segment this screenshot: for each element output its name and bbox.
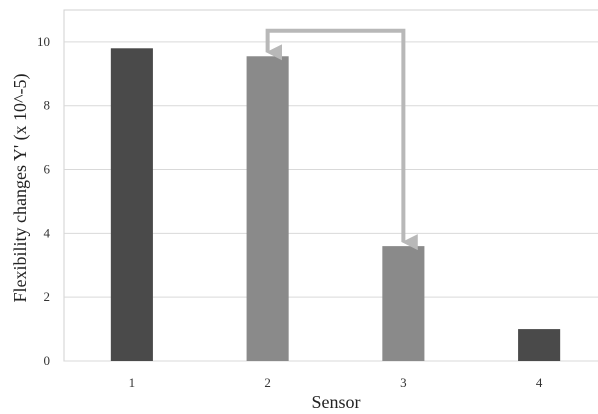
x-tick-label: 4 — [536, 375, 543, 390]
y-tick-label: 0 — [44, 353, 51, 368]
y-tick-label: 10 — [37, 34, 50, 49]
bracket-annotation — [265, 28, 418, 251]
bar — [246, 56, 289, 361]
y-tick-label: 4 — [44, 225, 51, 240]
bars — [110, 48, 561, 362]
y-tick-labels: 0 2 4 6 8 10 — [37, 34, 51, 368]
x-tick-labels: 1 2 3 4 — [129, 375, 543, 390]
y-tick-label: 6 — [44, 162, 51, 177]
bar — [382, 246, 425, 361]
x-tick-label: 3 — [400, 375, 407, 390]
bar — [518, 329, 561, 361]
x-tick-label: 2 — [264, 375, 271, 390]
x-tick-label: 1 — [129, 375, 136, 390]
bar — [110, 48, 153, 362]
y-tick-label: 8 — [44, 98, 51, 113]
y-axis-title: Flexibility changes Y' (x 10^-5) — [10, 74, 31, 303]
y-tick-label: 2 — [44, 289, 51, 304]
x-axis-title: Sensor — [312, 392, 361, 412]
bracket-arrow — [265, 28, 418, 251]
